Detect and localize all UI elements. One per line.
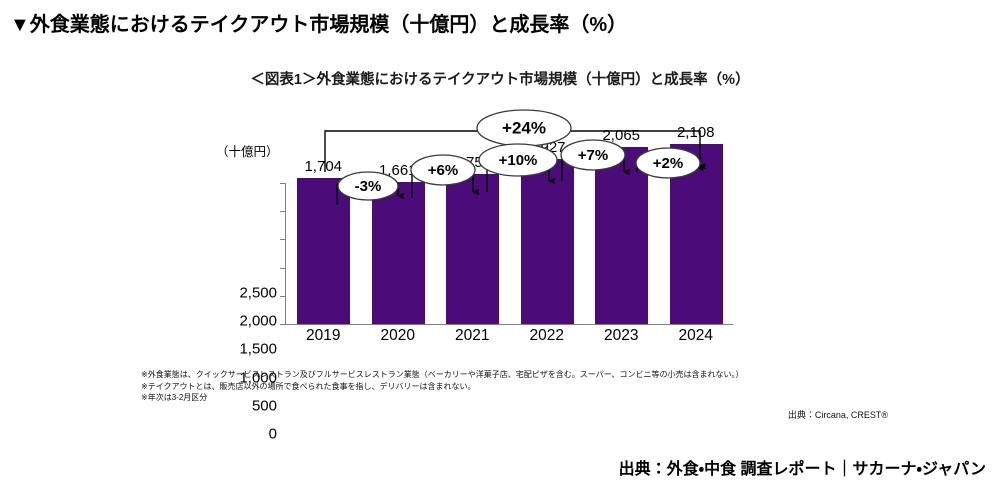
chart-footnote: ※テイクアウトとは、販売店以外の場所で食べられた食事を指し、デリバリーは含まれな… (141, 381, 476, 391)
chart-footnote: ※年次は3-2月区分 (141, 393, 208, 402)
page-title: ▼外食業態におけるテイクアウト市場規模（十億円）と成長率（%） (10, 14, 628, 36)
chart-footnote: ※外食業態は、クイックサービスレストラン及びフルサービスレストラン業態（ベーカリ… (141, 370, 744, 379)
x-axis-tick-label: 2021 (455, 327, 490, 344)
chart-footnotes: ※外食業態は、クイックサービスレストラン及びフルサービスレストラン業態（ベーカリ… (141, 369, 744, 404)
y-axis-tickmark (280, 296, 286, 297)
x-axis-tick-label: 2019 (306, 327, 341, 344)
y-axis-tick: 2,000 (239, 312, 277, 330)
y-axis-tick: 500 (251, 397, 277, 415)
y-axis-tick: 0 (268, 425, 277, 443)
bar[interactable] (446, 173, 499, 324)
y-axis-unit-label: （十億円） (216, 145, 279, 159)
y-axis-tickmark (280, 268, 286, 269)
x-axis-tick-labels: 2019 2020 2021 2022 2023 2024 (286, 0, 733, 350)
bar-slot: 1,661 (361, 110, 436, 324)
y-axis-tick: 1,500 (239, 340, 277, 358)
page-footer-source: 出典：外食・中食 調査レポート｜サカーナ・ジャパン (618, 461, 986, 478)
y-axis-tick: 1,000 (239, 369, 277, 387)
x-axis-tick-label: 2020 (380, 327, 415, 344)
y-axis-tickmark (280, 324, 286, 325)
bar[interactable] (371, 181, 425, 324)
bar-series: 1,704 1,661 1,756 1,927 2,065 2,108 (286, 110, 733, 324)
x-axis-tick-label: 2023 (604, 327, 639, 344)
x-axis-line (285, 324, 733, 325)
y-axis-line (285, 183, 286, 325)
y-axis-tick: 2,500 (239, 284, 277, 302)
y-axis-tickmark (280, 211, 286, 212)
x-axis-tick-label: 2022 (529, 327, 564, 344)
y-axis-tick-labels: 2,500 2,000 1,500 1,000 500 0 (215, 110, 277, 443)
y-axis-tickmark (280, 183, 286, 184)
chart-source: 出典：Circana, CREST® (787, 410, 888, 420)
chart-title: ＜図表1＞外食業態におけるテイクアウト市場規模（十億円）と成長率（%） (250, 72, 750, 88)
y-axis-tickmark (280, 239, 286, 240)
x-axis-tick-label: 2024 (678, 327, 713, 344)
